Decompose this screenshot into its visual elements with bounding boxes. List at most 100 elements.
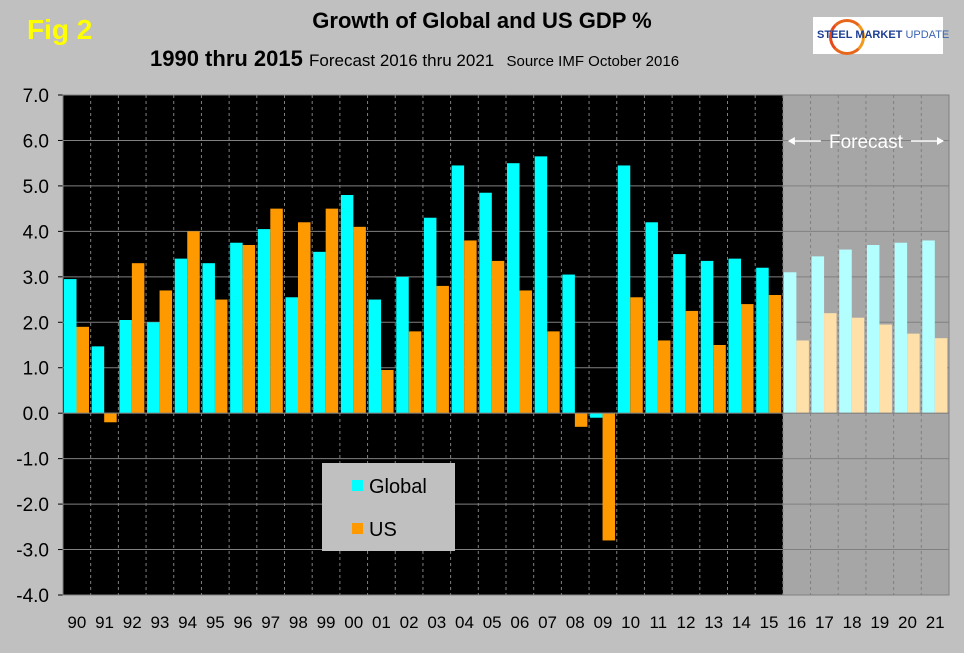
bar-global-98 <box>285 297 298 414</box>
bar-global-99 <box>313 251 326 414</box>
y-tick-label: -3.0 <box>16 541 49 562</box>
bar-us-14 <box>741 304 754 414</box>
logo-text-update: UPDATE <box>905 29 950 41</box>
y-tick-label: -2.0 <box>16 495 49 516</box>
bar-us-06 <box>519 290 532 414</box>
x-tick-label: 17 <box>815 613 834 632</box>
bar-global-90 <box>64 279 77 414</box>
x-tick-label: 07 <box>538 613 557 632</box>
bar-us-19 <box>879 324 892 414</box>
bar-us-93 <box>159 290 173 414</box>
x-tick-label: 93 <box>150 613 169 632</box>
bar-us-94 <box>187 231 200 414</box>
bar-global-15 <box>756 267 769 414</box>
bar-us-05 <box>491 260 505 414</box>
forecast-label: Forecast <box>829 132 904 153</box>
legend <box>322 463 455 551</box>
x-tick-label: 04 <box>455 613 474 632</box>
bar-global-92 <box>119 320 132 414</box>
bar-global-20 <box>894 242 908 414</box>
bar-us-91 <box>104 413 117 423</box>
bar-global-04 <box>451 165 465 414</box>
arrow-right-icon <box>937 137 944 145</box>
x-tick-label: 00 <box>344 613 363 632</box>
bar-global-05 <box>479 192 492 414</box>
x-tick-label: 08 <box>566 613 585 632</box>
plot-border <box>62 94 950 596</box>
bar-us-21 <box>934 338 948 414</box>
bar-us-99 <box>325 208 339 414</box>
y-tick-label: 4.0 <box>23 222 49 243</box>
logo-swoosh <box>829 19 865 55</box>
x-tick-label: 91 <box>95 613 114 632</box>
bar-us-17 <box>824 313 837 414</box>
bar-global-03 <box>423 217 437 414</box>
bar-global-96 <box>230 242 243 414</box>
chart-subtitle: 1990 thru 2015 Forecast 2016 thru 2021 S… <box>150 46 679 72</box>
bar-us-95 <box>214 299 228 414</box>
bar-global-12 <box>673 254 686 414</box>
x-tick-label: 12 <box>677 613 696 632</box>
logo: STEEL MARKET UPDATE <box>813 17 949 55</box>
bar-global-16 <box>783 272 797 414</box>
chart-title: Growth of Global and US GDP % <box>312 8 652 33</box>
bar-us-98 <box>298 222 311 414</box>
x-tick-label: 90 <box>67 613 86 632</box>
x-tick-label: 20 <box>898 613 917 632</box>
legend-label-global: Global <box>369 476 427 498</box>
bar-us-92 <box>131 263 145 414</box>
bar-us-10 <box>630 297 643 414</box>
y-tick-label: 6.0 <box>23 131 49 152</box>
bar-us-96 <box>242 245 256 414</box>
bar-us-02 <box>408 331 422 414</box>
bar-global-93 <box>147 322 160 414</box>
bar-global-01 <box>368 299 382 414</box>
legend-label-us: US <box>369 519 397 541</box>
x-tick-label: 15 <box>760 613 779 632</box>
x-tick-label: 06 <box>510 613 529 632</box>
bar-global-95 <box>202 263 215 414</box>
bar-us-00 <box>353 226 366 414</box>
bar-global-97 <box>257 229 271 414</box>
x-tick-label: 02 <box>400 613 419 632</box>
bar-global-09 <box>590 413 603 418</box>
bar-global-08 <box>562 274 575 414</box>
bar-global-00 <box>340 195 354 414</box>
bar-us-16 <box>796 340 809 414</box>
x-tick-label: 99 <box>317 613 336 632</box>
x-tick-label: 11 <box>649 613 667 632</box>
x-tick-label: 92 <box>123 613 142 632</box>
x-tick-label: 13 <box>704 613 723 632</box>
x-tick-label: 94 <box>178 613 197 632</box>
bar-us-04 <box>464 240 477 414</box>
figure-label: Fig 2 <box>27 14 93 45</box>
subtitle-source: Source IMF October 2016 <box>506 53 680 70</box>
bar-us-97 <box>270 208 283 414</box>
x-tick-label: 19 <box>870 613 889 632</box>
x-tick-label: 10 <box>621 613 640 632</box>
bar-global-13 <box>700 260 714 414</box>
bar-global-18 <box>839 249 852 414</box>
y-tick-label: -1.0 <box>16 450 49 471</box>
bar-global-91 <box>91 346 105 414</box>
bar-us-15 <box>768 295 782 414</box>
bar-global-11 <box>645 222 658 414</box>
bar-global-94 <box>174 258 188 414</box>
x-tick-label: 97 <box>261 613 280 632</box>
y-tick-label: 3.0 <box>23 268 49 289</box>
bar-global-07 <box>534 156 548 414</box>
bar-global-21 <box>922 240 935 414</box>
y-tick-label: 2.0 <box>23 313 49 334</box>
x-tick-label: 21 <box>926 613 945 632</box>
y-tick-label: 1.0 <box>23 359 49 380</box>
bar-us-90 <box>76 326 89 414</box>
y-tick-label: 7.0 <box>23 86 49 107</box>
bar-us-11 <box>657 340 671 414</box>
bar-global-17 <box>811 256 825 414</box>
x-tick-label: 09 <box>593 613 612 632</box>
bar-us-01 <box>381 370 394 414</box>
bar-us-13 <box>713 345 726 414</box>
logo-text-steel: STEEL <box>817 29 853 41</box>
x-tick-label: 96 <box>234 613 253 632</box>
